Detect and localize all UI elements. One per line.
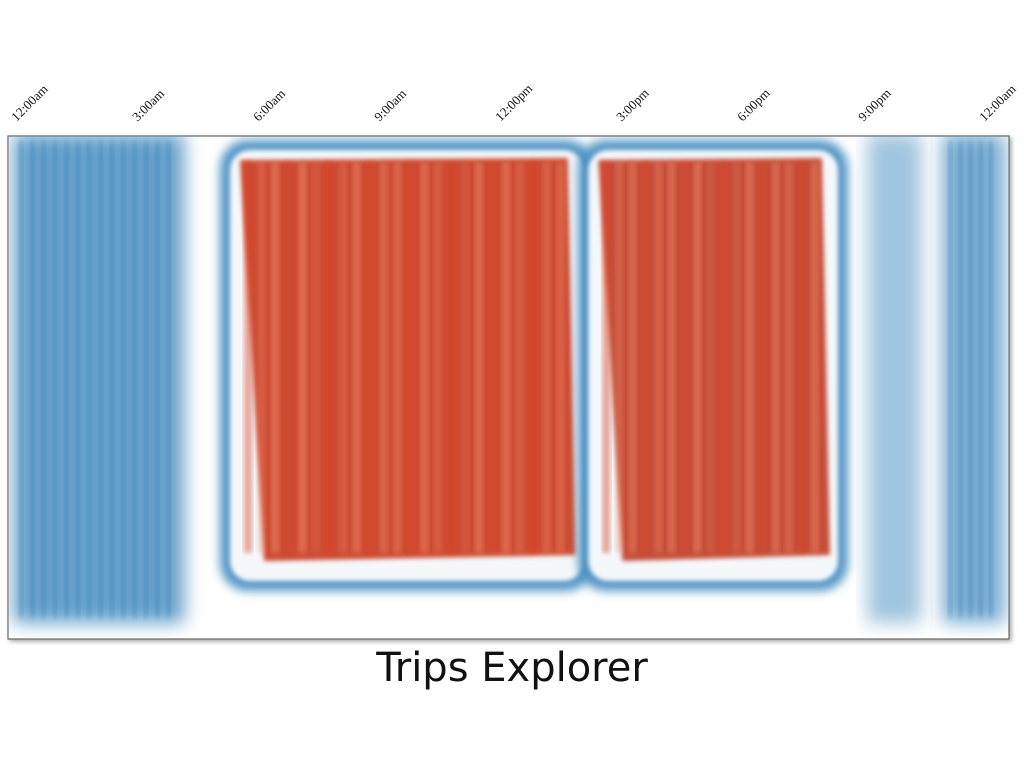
x-tick-label: 12:00am — [8, 81, 51, 124]
heatmap-layer — [13, 136, 1005, 623]
activity-band-2 — [220, 140, 594, 591]
x-tick-label: 12:00pm — [492, 81, 535, 124]
x-tick-label: 9:00pm — [855, 85, 894, 124]
activity-band-1 — [13, 136, 185, 623]
x-tick-label: 6:00pm — [734, 85, 773, 124]
x-tick-label: 3:00am — [129, 86, 167, 124]
x-tick-label: 3:00pm — [613, 85, 652, 124]
x-axis-ticks: 12:00am 3:00am 6:00am 9:00am 12:00pm 3:00pm 6:… — [8, 81, 1019, 124]
activity-band-4 — [867, 136, 922, 623]
activity-band-5 — [942, 136, 1005, 623]
x-tick-label: 9:00am — [371, 86, 409, 124]
x-tick-label: 12:00am — [976, 81, 1019, 124]
activity-band-3 — [578, 140, 848, 591]
x-tick-label: 6:00am — [250, 86, 288, 124]
chart-title: Trips Explorer — [376, 645, 648, 691]
